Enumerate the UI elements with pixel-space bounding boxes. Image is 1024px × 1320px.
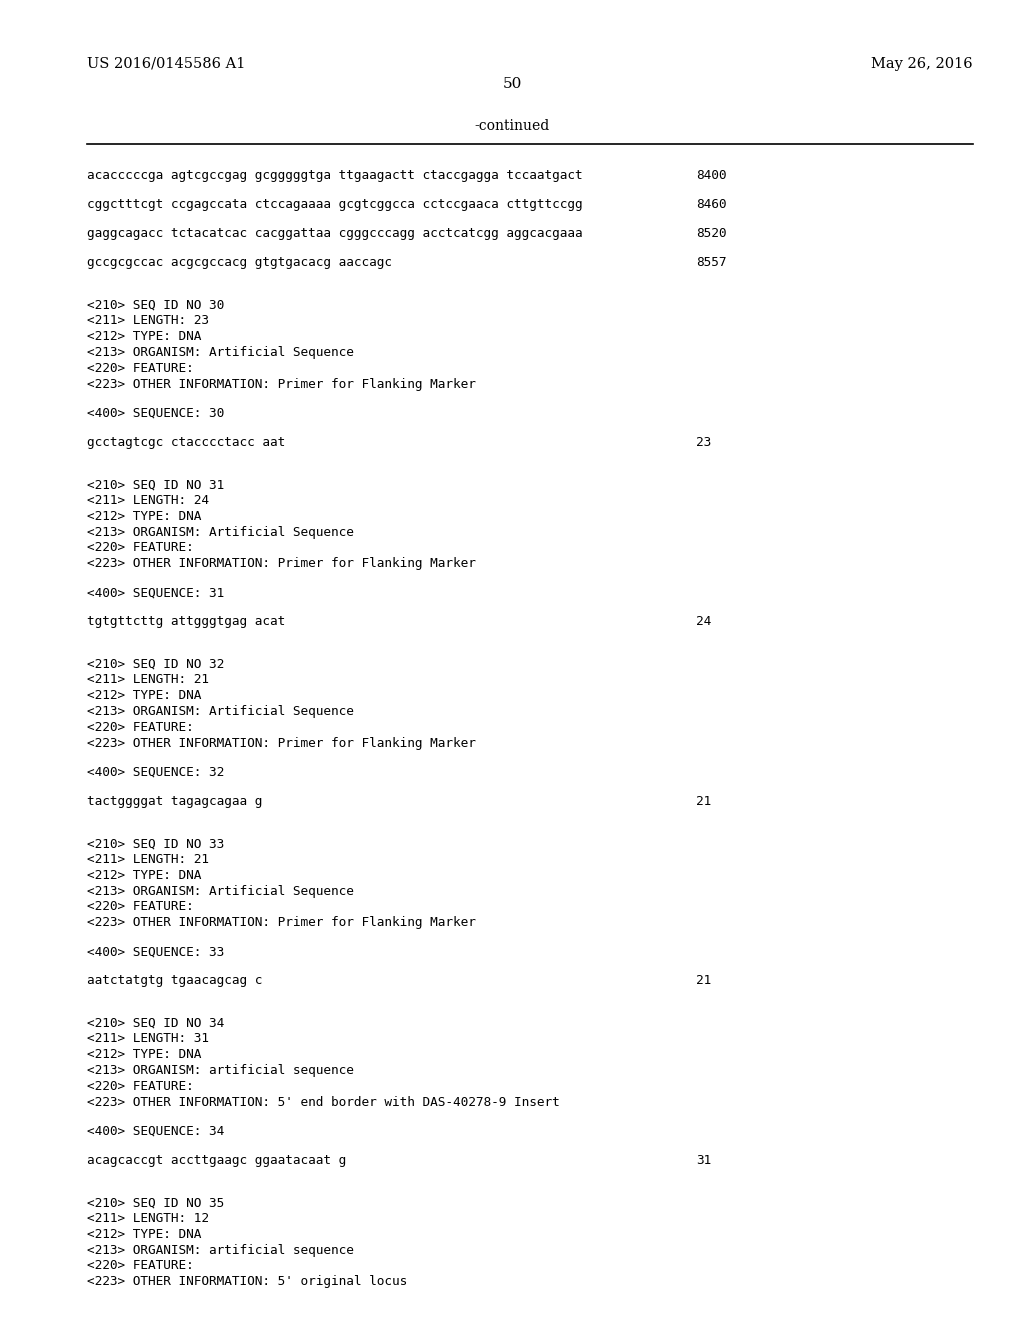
Text: <220> FEATURE:: <220> FEATURE:	[87, 1259, 194, 1272]
Text: <213> ORGANISM: artificial sequence: <213> ORGANISM: artificial sequence	[87, 1243, 354, 1257]
Text: <213> ORGANISM: Artificial Sequence: <213> ORGANISM: Artificial Sequence	[87, 884, 354, 898]
Text: <210> SEQ ID NO 32: <210> SEQ ID NO 32	[87, 657, 224, 671]
Text: <211> LENGTH: 12: <211> LENGTH: 12	[87, 1212, 209, 1225]
Text: gccgcgccac acgcgccacg gtgtgacacg aaccagc: gccgcgccac acgcgccacg gtgtgacacg aaccagc	[87, 256, 392, 269]
Text: <213> ORGANISM: artificial sequence: <213> ORGANISM: artificial sequence	[87, 1064, 354, 1077]
Text: <211> LENGTH: 23: <211> LENGTH: 23	[87, 314, 209, 327]
Text: <220> FEATURE:: <220> FEATURE:	[87, 900, 194, 913]
Text: <223> OTHER INFORMATION: 5' end border with DAS-40278-9 Insert: <223> OTHER INFORMATION: 5' end border w…	[87, 1096, 560, 1109]
Text: <220> FEATURE:: <220> FEATURE:	[87, 362, 194, 375]
Text: cggctttcgt ccgagccata ctccagaaaa gcgtcggcca cctccgaaca cttgttccgg: cggctttcgt ccgagccata ctccagaaaa gcgtcgg…	[87, 198, 583, 211]
Text: <223> OTHER INFORMATION: 5' original locus: <223> OTHER INFORMATION: 5' original loc…	[87, 1275, 408, 1288]
Text: May 26, 2016: May 26, 2016	[871, 57, 973, 71]
Text: <400> SEQUENCE: 32: <400> SEQUENCE: 32	[87, 766, 224, 779]
Text: <210> SEQ ID NO 34: <210> SEQ ID NO 34	[87, 1016, 224, 1030]
Text: <223> OTHER INFORMATION: Primer for Flanking Marker: <223> OTHER INFORMATION: Primer for Flan…	[87, 916, 476, 929]
Text: <212> TYPE: DNA: <212> TYPE: DNA	[87, 510, 202, 523]
Text: <212> TYPE: DNA: <212> TYPE: DNA	[87, 1228, 202, 1241]
Text: 50: 50	[503, 77, 521, 91]
Text: 8557: 8557	[696, 256, 727, 269]
Text: <400> SEQUENCE: 34: <400> SEQUENCE: 34	[87, 1125, 224, 1138]
Text: <213> ORGANISM: Artificial Sequence: <213> ORGANISM: Artificial Sequence	[87, 346, 354, 359]
Text: <210> SEQ ID NO 35: <210> SEQ ID NO 35	[87, 1196, 224, 1209]
Text: gaggcagacc tctacatcac cacggattaa cgggcccagg acctcatcgg aggcacgaaa: gaggcagacc tctacatcac cacggattaa cgggccc…	[87, 227, 583, 240]
Text: 21: 21	[696, 795, 712, 808]
Text: <211> LENGTH: 21: <211> LENGTH: 21	[87, 853, 209, 866]
Text: acacccccga agtcgccgag gcgggggtga ttgaagactt ctaccgagga tccaatgact: acacccccga agtcgccgag gcgggggtga ttgaaga…	[87, 169, 583, 182]
Text: <220> FEATURE:: <220> FEATURE:	[87, 721, 194, 734]
Text: aatctatgtg tgaacagcag c: aatctatgtg tgaacagcag c	[87, 974, 262, 987]
Text: <400> SEQUENCE: 31: <400> SEQUENCE: 31	[87, 586, 224, 599]
Text: <400> SEQUENCE: 33: <400> SEQUENCE: 33	[87, 945, 224, 958]
Text: <212> TYPE: DNA: <212> TYPE: DNA	[87, 330, 202, 343]
Text: <211> LENGTH: 31: <211> LENGTH: 31	[87, 1032, 209, 1045]
Text: <211> LENGTH: 21: <211> LENGTH: 21	[87, 673, 209, 686]
Text: tactggggat tagagcagaa g: tactggggat tagagcagaa g	[87, 795, 262, 808]
Text: tgtgttcttg attgggtgag acat: tgtgttcttg attgggtgag acat	[87, 615, 286, 628]
Text: 8460: 8460	[696, 198, 727, 211]
Text: <223> OTHER INFORMATION: Primer for Flanking Marker: <223> OTHER INFORMATION: Primer for Flan…	[87, 737, 476, 750]
Text: gcctagtcgc ctacccctacc aat: gcctagtcgc ctacccctacc aat	[87, 436, 286, 449]
Text: <210> SEQ ID NO 33: <210> SEQ ID NO 33	[87, 837, 224, 850]
Text: <400> SEQUENCE: 30: <400> SEQUENCE: 30	[87, 407, 224, 420]
Text: <220> FEATURE:: <220> FEATURE:	[87, 541, 194, 554]
Text: <220> FEATURE:: <220> FEATURE:	[87, 1080, 194, 1093]
Text: -continued: -continued	[474, 119, 550, 133]
Text: 21: 21	[696, 974, 712, 987]
Text: 8520: 8520	[696, 227, 727, 240]
Text: <210> SEQ ID NO 31: <210> SEQ ID NO 31	[87, 478, 224, 491]
Text: <213> ORGANISM: Artificial Sequence: <213> ORGANISM: Artificial Sequence	[87, 705, 354, 718]
Text: 31: 31	[696, 1154, 712, 1167]
Text: <210> SEQ ID NO 30: <210> SEQ ID NO 30	[87, 298, 224, 312]
Text: US 2016/0145586 A1: US 2016/0145586 A1	[87, 57, 246, 71]
Text: <212> TYPE: DNA: <212> TYPE: DNA	[87, 1048, 202, 1061]
Text: <211> LENGTH: 24: <211> LENGTH: 24	[87, 494, 209, 507]
Text: <212> TYPE: DNA: <212> TYPE: DNA	[87, 689, 202, 702]
Text: acagcaccgt accttgaagc ggaatacaat g: acagcaccgt accttgaagc ggaatacaat g	[87, 1154, 346, 1167]
Text: 24: 24	[696, 615, 712, 628]
Text: 23: 23	[696, 436, 712, 449]
Text: <223> OTHER INFORMATION: Primer for Flanking Marker: <223> OTHER INFORMATION: Primer for Flan…	[87, 378, 476, 391]
Text: <212> TYPE: DNA: <212> TYPE: DNA	[87, 869, 202, 882]
Text: <223> OTHER INFORMATION: Primer for Flanking Marker: <223> OTHER INFORMATION: Primer for Flan…	[87, 557, 476, 570]
Text: 8400: 8400	[696, 169, 727, 182]
Text: <213> ORGANISM: Artificial Sequence: <213> ORGANISM: Artificial Sequence	[87, 525, 354, 539]
